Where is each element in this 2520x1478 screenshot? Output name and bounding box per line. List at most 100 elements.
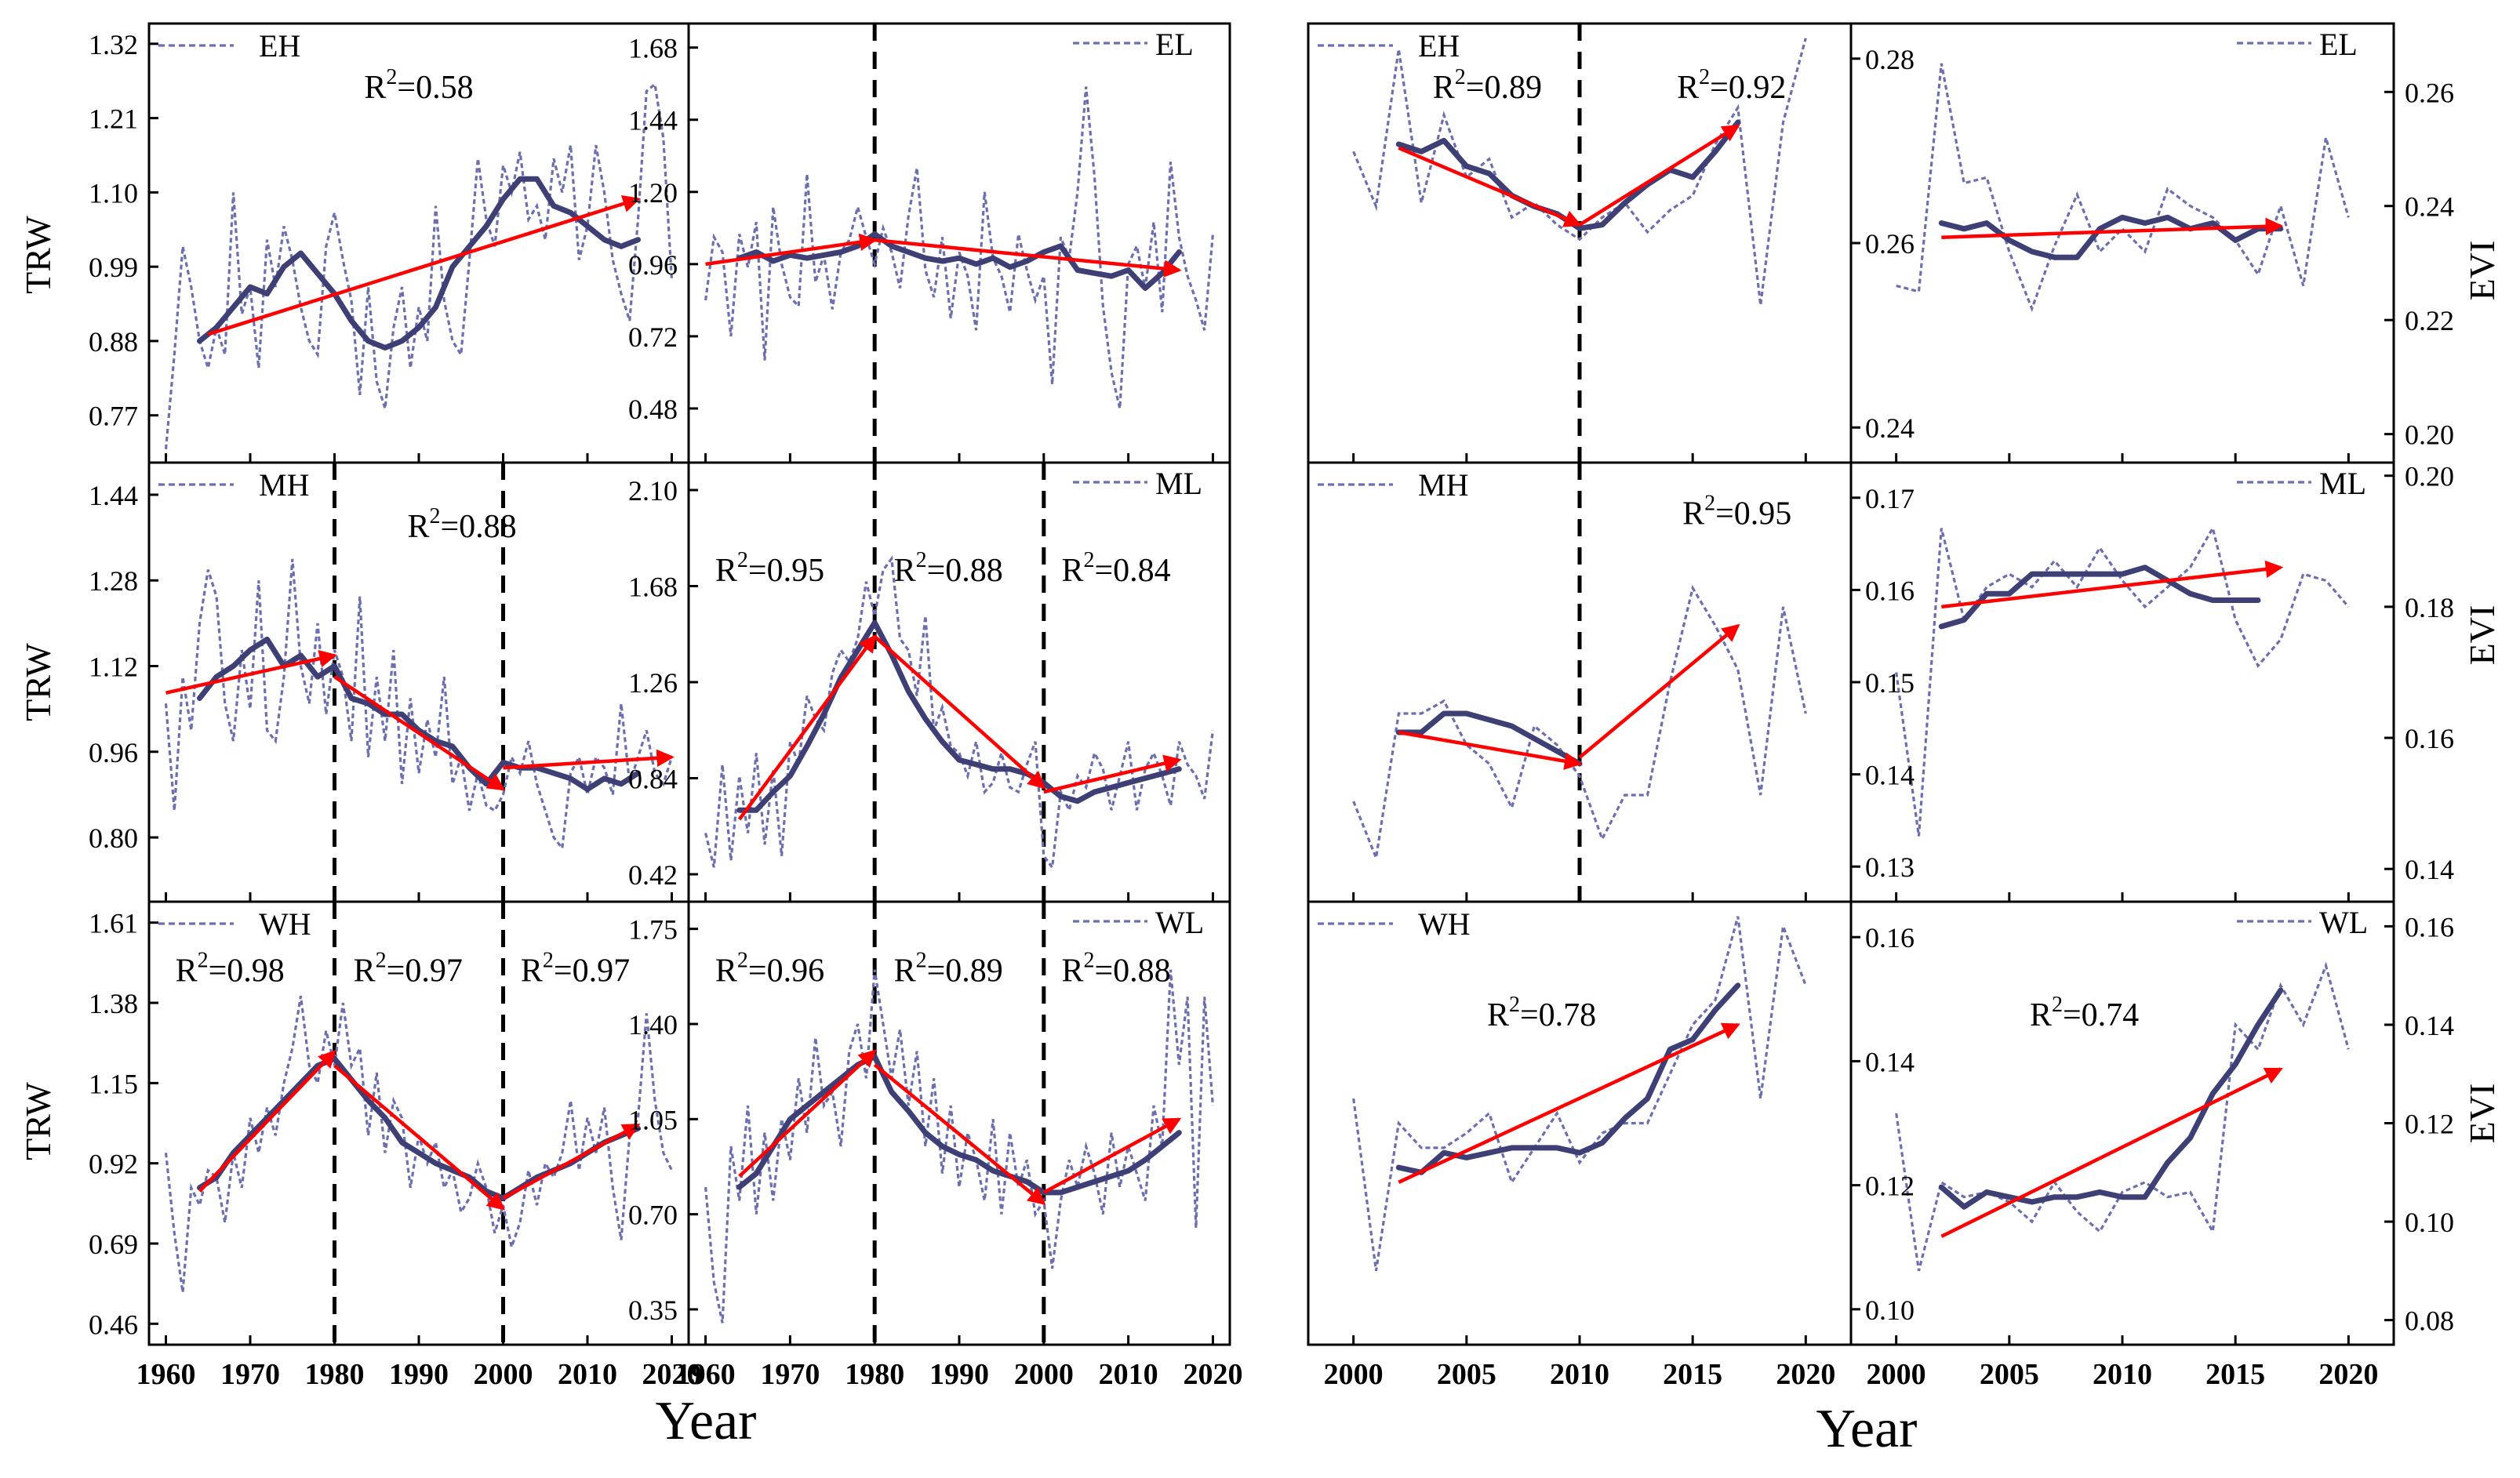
y-axis-label-trw-1: TRW [18,216,58,294]
x-tick-label: 2010 [2093,1358,2152,1391]
panel-el-evi: EL 0.20 0.22 0.24 0.26 0.24 0.26 0.28 [1849,22,2454,464]
trend-arrow [873,634,1046,790]
y-tick-label: 0.14 [2405,854,2454,885]
y-tick-label: 0.46 [89,1309,138,1340]
panel-wh-evi: WH 2000 2005 2010 2015 2020 R2=0.78 [1307,900,1853,1391]
x-tick-label: 1980 [845,1358,904,1391]
y-tick-label: 0.22 [2405,305,2454,336]
r-squared-label: R2=0.95 [1682,491,1791,532]
r-squared-label: R2=0.95 [715,548,824,589]
legend: WL [1073,905,1204,940]
y-tick-label: 1.15 [89,1068,138,1099]
x-tick-label: 2020 [1776,1358,1835,1391]
y-tick-label: 0.80 [89,823,138,854]
y-tick-label: 0.16 [2405,911,2454,942]
plot-area [1352,584,1807,863]
smoothed-series-line [1938,987,2284,1210]
raw-series-line [164,558,674,852]
y-tick-label: 0.14 [2405,1010,2454,1041]
y-tick-label: 0.88 [89,326,138,358]
x-tick-label: 2010 [1550,1358,1609,1391]
panel-frame [687,461,1231,903]
legend-label: ML [2319,466,2366,501]
raw-series-line [1352,916,1807,1272]
y-tick-label-alt: 0.26 [1865,228,1915,260]
panel-mh-trw: MH 0.80 0.96 1.12 1.28 1.44 R2=0.88 [89,461,690,903]
legend: WL [2237,905,2368,940]
y-tick-label: 1.68 [628,33,678,64]
y-tick-label: 0.08 [2405,1306,2454,1337]
raw-series-line [704,555,1214,871]
axis-labels-layer: Year Year TRW TRW TRW EVI EVI EVI [18,216,2502,1459]
y-tick-label: 1.61 [89,908,138,939]
x-tick-label: 1970 [220,1358,280,1391]
y-tick-label: 0.20 [2405,461,2454,492]
trend-arrow [737,634,877,821]
legend-label: WH [259,906,311,942]
plot-area [164,558,674,852]
legend: EH [158,28,300,64]
panel-el-trw: EL 0.48 0.72 0.96 1.20 1.44 1.68 [628,22,1231,464]
y-axis-label-trw-3: TRW [18,1082,58,1160]
y-tick-label: 0.18 [2405,592,2454,623]
y-tick-label: 0.26 [2405,77,2454,108]
trend-arrow [333,1064,506,1211]
trend-arrow [502,1123,641,1200]
smoothed-series-line [197,176,641,350]
legend-label: WL [1155,905,1204,940]
plot-area [1895,961,2350,1272]
x-tick-label: 1960 [136,1358,196,1391]
legend: WH [158,906,311,942]
x-axis-label-left: Year [656,1391,757,1451]
x-tick-label: 2015 [2205,1358,2265,1391]
r-squared-label: R2=0.58 [364,65,473,106]
y-axis-label-evi-2: EVI [2462,605,2502,666]
y-tick-label: 1.20 [628,177,678,209]
x-tick-label: 2005 [1980,1358,2039,1391]
y-tick-label-alt: 0.13 [1865,852,1915,883]
panel-ml-trw: ML 0.42 0.84 1.26 1.68 2.10 R2=0.95 R2=0.88 R2=0… [628,461,1231,903]
legend-label: WH [1418,906,1471,942]
y-tick-label-alt: 0.14 [1865,760,1915,791]
panel-wl-evi: WL 0.08 0.10 0.12 0.14 0.16 0.10 0.12 0.14 0.16 20… [1849,900,2454,1391]
y-tick-label: 0.35 [628,1295,678,1326]
r-squared-label: R2=0.74 [2030,993,2139,1033]
plot-area [1895,525,2350,837]
y-axis-label-evi-1: EVI [2462,241,2502,301]
r-squared-label: R2=0.88 [407,504,516,545]
panel-frame [687,22,1231,464]
y-tick-label: 0.77 [89,401,138,432]
x-tick-label: 1980 [305,1358,365,1391]
panel-eh-trw: EH 0.77 0.88 0.99 1.10 1.21 1.32 R2=0.58 [89,22,690,464]
y-tick-label: 1.44 [89,480,138,511]
y-tick-label-alt: 0.28 [1865,44,1915,75]
x-tick-label: 2010 [1099,1358,1158,1391]
plot-area [1352,916,1807,1272]
trend-arrow [873,1063,1046,1205]
trend-arrow [165,650,337,695]
y-tick-label-alt: 0.17 [1865,483,1915,514]
y-tick-label: 0.69 [89,1229,138,1260]
x-tick-label: 2000 [1867,1358,1926,1391]
plot-area [164,82,674,449]
x-tick-label: 2020 [642,1358,702,1391]
legend-label: WL [2319,905,2368,940]
x-tick-label: 1990 [929,1358,989,1391]
y-tick-label-alt: 0.16 [1865,575,1915,606]
y-tick-label: 1.05 [628,1104,678,1135]
y-tick-label: 1.44 [628,105,678,136]
y-tick-label-alt: 0.14 [1865,1046,1915,1077]
trend-arrow [503,749,675,770]
trend-arrow [874,238,1182,278]
trend-arrow [1940,1067,2283,1238]
y-tick-label: 0.20 [2405,419,2454,451]
smoothed-series-line [197,636,641,793]
y-tick-label: 0.92 [89,1149,138,1180]
y-tick-label: 1.26 [628,667,678,699]
trend-arrow [1941,560,2284,609]
panel-frame [1849,461,2395,903]
raw-series-line [704,969,1214,1324]
legend-label: EL [2319,27,2358,62]
y-tick-label: 0.42 [628,859,678,891]
